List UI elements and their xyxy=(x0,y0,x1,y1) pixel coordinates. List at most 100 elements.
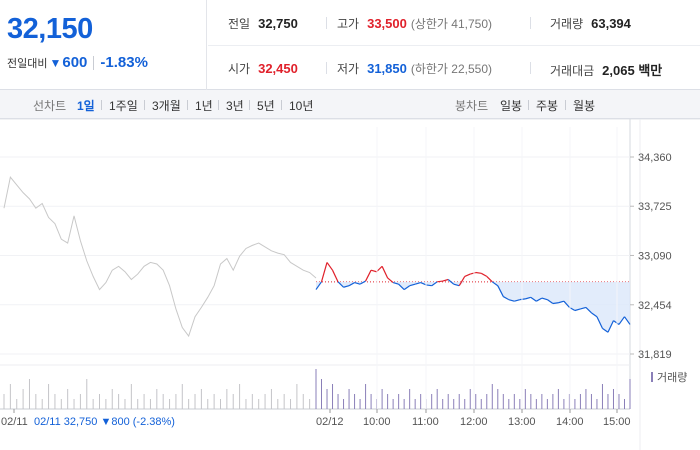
today-price-segment xyxy=(613,320,620,325)
tab-monthly-candle[interactable]: 월봉 xyxy=(573,99,596,113)
upper-limit: (상한가 41,750) xyxy=(410,17,493,31)
quote-panel: 32,150 전일대비 ▼ 600 -1.83% 전일 32,750 고가 33… xyxy=(0,0,700,90)
price-chart[interactable]: 34,360 33,725 33,090 32,454 31,819 거래량 02/11 02… xyxy=(0,119,700,450)
today-price-segment xyxy=(403,285,410,291)
y-tick-label: 33,090 xyxy=(638,250,672,262)
tab-daily-candle[interactable]: 일봉 xyxy=(500,99,523,113)
today-price-segment xyxy=(541,297,548,301)
today-price-segment xyxy=(331,269,339,283)
today-price-segment xyxy=(365,269,372,282)
x-tick-label: 10:00 xyxy=(363,416,391,428)
today-price-segment xyxy=(320,262,328,282)
low-stat: 저가 31,850 (하한가 22,550) xyxy=(337,60,492,77)
prev-close-stat: 전일 32,750 xyxy=(228,15,298,32)
today-price-segment xyxy=(508,299,515,302)
tab-5-years[interactable]: 5년 xyxy=(257,99,275,113)
volume-legend-swatch xyxy=(651,372,653,382)
today-price-segment xyxy=(503,296,510,301)
tab-1-week[interactable]: 1주일 xyxy=(109,99,138,113)
today-price-segment xyxy=(480,272,488,277)
today-price-segment xyxy=(447,279,455,285)
high-stat: 고가 33,500 (상한가 41,750) xyxy=(337,15,492,32)
divider xyxy=(528,100,529,110)
volume-stat: 거래량 63,394 xyxy=(550,15,631,32)
tab-weekly-candle[interactable]: 주봉 xyxy=(536,99,559,113)
tab-10-years[interactable]: 10년 xyxy=(289,99,314,113)
low-label: 저가 xyxy=(337,62,360,76)
amount-label: 거래대금 xyxy=(550,64,595,78)
x-tick-label: 13:00 xyxy=(508,416,536,428)
divider xyxy=(187,100,188,110)
change-label: 전일대비 xyxy=(7,57,48,70)
volume-label: 거래량 xyxy=(550,17,584,31)
today-price-segment xyxy=(470,271,476,275)
today-price-segment xyxy=(442,278,449,282)
today-price-segment xyxy=(519,298,526,301)
today-price-segment xyxy=(354,282,361,285)
tab-1-day[interactable]: 1일 xyxy=(77,99,95,113)
today-price-segment xyxy=(475,271,482,274)
today-price-segment xyxy=(326,262,334,271)
high-label: 고가 xyxy=(337,17,360,31)
today-price-segment xyxy=(381,266,389,279)
today-price-segment xyxy=(414,282,421,285)
today-price-segment xyxy=(348,282,355,287)
volume-legend: 거래량 xyxy=(657,371,687,384)
today-price-segment xyxy=(486,275,493,283)
today-price-segment xyxy=(458,276,466,287)
today-price-segment xyxy=(464,273,471,277)
tab-3-years[interactable]: 3년 xyxy=(226,99,244,113)
today-price-segment xyxy=(607,320,615,333)
low-value: 31,850 xyxy=(367,61,407,76)
x-tick-label: 02/12 xyxy=(316,416,344,428)
x-tick-label: 11:00 xyxy=(412,416,439,428)
today-price-segment xyxy=(602,327,609,333)
today-price-segment xyxy=(398,283,405,291)
divider xyxy=(530,62,531,74)
change-amount: 600 xyxy=(62,54,88,71)
prev-day-price-line xyxy=(3,176,317,338)
prev-close-label: 전일 xyxy=(228,17,251,31)
current-price-box: 32,150 전일대비 ▼ 600 -1.83% xyxy=(0,0,207,90)
divider xyxy=(530,17,531,29)
lower-limit: (하한가 22,550) xyxy=(410,62,493,76)
today-price-segment xyxy=(514,299,520,302)
y-tick-label: 32,454 xyxy=(638,300,672,312)
today-price-segment xyxy=(431,281,438,287)
today-price-segment xyxy=(453,283,460,287)
tab-3-months[interactable]: 3개월 xyxy=(152,99,181,113)
today-price-segment xyxy=(392,282,399,285)
current-price: 32,150 xyxy=(7,13,93,45)
today-price-segment xyxy=(359,280,366,285)
today-price-segment xyxy=(420,282,427,286)
line-chart-title: 선차트 xyxy=(33,99,67,113)
x-tick-label: 15:00 xyxy=(603,416,631,428)
prev-day-info: 02/11 32,750 ▼800 (-2.38%) xyxy=(34,416,175,428)
divider xyxy=(101,100,102,110)
divider xyxy=(218,100,219,110)
today-price-segment xyxy=(530,296,537,302)
today-price-segment xyxy=(315,281,322,290)
divider xyxy=(326,17,327,29)
divider xyxy=(144,100,145,110)
divider xyxy=(565,100,566,110)
today-price-segment xyxy=(387,277,394,284)
today-price-segment xyxy=(525,296,532,300)
today-price-segment xyxy=(337,281,344,288)
high-value: 33,500 xyxy=(367,16,407,31)
chart-period-tabs: 선차트 1일 1주일 3개월 1년 3년 5년 10년 봉차트 일봉 주봉 월봉 xyxy=(0,90,700,119)
down-triangle-icon: ▼ xyxy=(49,55,62,70)
x-tick-label: 14:00 xyxy=(556,416,584,428)
today-price-segment xyxy=(376,265,383,273)
today-price-segment xyxy=(580,306,587,310)
today-price-segment xyxy=(558,300,565,304)
x-tick-label: 02/11 xyxy=(1,416,28,428)
prev-close-value: 32,750 xyxy=(258,16,298,31)
today-price-segment xyxy=(552,302,559,305)
y-tick-label: 31,819 xyxy=(638,349,672,361)
change-row: 전일대비 ▼ 600 -1.83% xyxy=(7,54,148,71)
today-price-segment xyxy=(591,312,598,318)
divider xyxy=(93,55,95,70)
tab-1-year[interactable]: 1년 xyxy=(195,99,213,113)
price-chart-svg: 34,360 33,725 33,090 32,454 31,819 거래량 02/11 02… xyxy=(0,119,700,450)
